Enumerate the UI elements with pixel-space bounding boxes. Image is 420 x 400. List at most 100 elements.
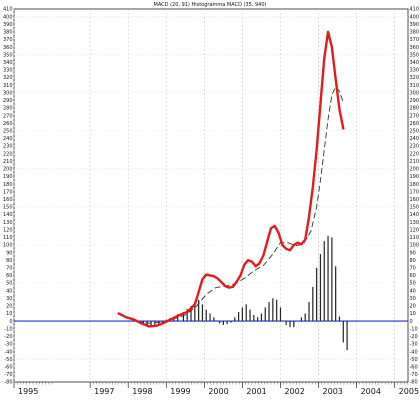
y-tick-label-right: -10 <box>410 326 418 332</box>
y-tick-label-right: 230 <box>410 144 420 150</box>
y-tick-label-right: -60 <box>410 364 418 370</box>
y-tick-label-left: 360 <box>3 45 13 51</box>
y-tick-label-right: 200 <box>410 167 420 173</box>
y-tick-label-left: 0 <box>9 319 12 325</box>
x-tick-label: 2002 <box>284 387 304 396</box>
x-tick-label: 1998 <box>132 387 152 396</box>
y-tick-label-left: 270 <box>3 113 13 119</box>
y-tick-label-left: 50 <box>6 281 12 287</box>
y-tick-label-right: 80 <box>410 258 416 264</box>
y-tick-label-left: -70 <box>4 372 12 378</box>
y-tick-label-right: 410 <box>410 7 420 13</box>
y-tick-label-left: -20 <box>4 334 12 340</box>
y-tick-label-right: 160 <box>410 197 420 203</box>
y-tick-label-right: 290 <box>410 98 420 104</box>
y-tick-label-left: 140 <box>3 212 13 218</box>
signal-line <box>128 85 344 324</box>
x-tick-label: 2005 <box>399 387 419 396</box>
y-tick-label-right: 30 <box>410 296 416 302</box>
y-tick-label-left: 220 <box>3 151 13 157</box>
macd-line <box>117 30 345 328</box>
y-tick-label-right: 350 <box>410 52 420 58</box>
y-axis-left: 4104003903803703603503403303203103002902… <box>3 7 13 386</box>
y-tick-label-left: 20 <box>6 304 12 310</box>
y-tick-label-right: 70 <box>410 266 416 272</box>
y-tick-label-right: 10 <box>410 311 416 317</box>
y-tick-label-right: 260 <box>410 121 420 127</box>
y-tick-label-left: 200 <box>3 167 13 173</box>
y-tick-label-right: 320 <box>410 75 420 81</box>
y-tick-label-right: 0 <box>410 319 413 325</box>
y-tick-label-right: 250 <box>410 128 420 134</box>
y-tick-label-left: 60 <box>6 273 12 279</box>
y-tick-label-right: 330 <box>410 68 420 74</box>
y-tick-label-right: 380 <box>410 30 420 36</box>
y-tick-label-left: 320 <box>3 75 13 81</box>
x-tick-label: 2001 <box>246 387 266 396</box>
y-tick-label-right: -40 <box>410 349 418 355</box>
y-tick-label-left: 390 <box>3 22 13 28</box>
y-tick-label-left: 310 <box>3 83 13 89</box>
y-tick-label-right: 110 <box>410 235 420 241</box>
y-tick-label-right: 360 <box>410 45 420 51</box>
x-tick-label: 1995 <box>18 387 38 396</box>
x-tick-label: 1999 <box>170 387 190 396</box>
x-tick-label: 1997 <box>94 387 114 396</box>
y-tick-label-left: 380 <box>3 30 13 36</box>
y-tick-label-left: 80 <box>6 258 12 264</box>
y-tick-label-right: 370 <box>410 37 420 43</box>
y-tick-label-right: 280 <box>410 106 420 112</box>
y-tick-label-right: -30 <box>410 342 418 348</box>
y-tick-label-left: -80 <box>4 380 12 386</box>
y-tick-label-left: 350 <box>3 52 13 58</box>
y-tick-label-left: 260 <box>3 121 13 127</box>
chart-title: MACD (20, 91) Histogramma MACD (35, 940) <box>154 2 267 8</box>
y-tick-label-left: 30 <box>6 296 12 302</box>
y-tick-label-right: -50 <box>410 357 418 363</box>
y-tick-label-right: 190 <box>410 174 420 180</box>
y-tick-label-right: 400 <box>410 14 420 20</box>
y-tick-label-right: -70 <box>410 372 418 378</box>
y-tick-label-right: 310 <box>410 83 420 89</box>
y-tick-label-left: 370 <box>3 37 13 43</box>
y-tick-label-right: 150 <box>410 205 420 211</box>
x-tick-label: 2000 <box>208 387 228 396</box>
y-tick-label-left: 330 <box>3 68 13 74</box>
y-tick-label-right: 100 <box>410 243 420 249</box>
y-tick-label-left: 190 <box>3 174 13 180</box>
y-tick-label-right: 90 <box>410 250 416 256</box>
y-tick-label-right: 270 <box>410 113 420 119</box>
y-tick-label-right: 300 <box>410 90 420 96</box>
y-tick-label-left: -50 <box>4 357 12 363</box>
y-tick-label-right: 340 <box>410 60 420 66</box>
y-tick-label-right: 180 <box>410 182 420 188</box>
y-tick-label-left: 150 <box>3 205 13 211</box>
y-tick-label-left: 300 <box>3 90 13 96</box>
y-tick-label-right: 170 <box>410 189 420 195</box>
y-tick-label-right: 240 <box>410 136 420 142</box>
y-tick-label-left: 180 <box>3 182 13 188</box>
y-tick-label-left: 410 <box>3 7 13 13</box>
x-tick-label: 2004 <box>361 387 381 396</box>
y-tick-label-left: 110 <box>3 235 13 241</box>
y-tick-label-left: 400 <box>3 14 13 20</box>
y-tick-label-left: 120 <box>3 227 13 233</box>
plot-frame <box>13 8 409 383</box>
y-tick-label-right: 40 <box>410 288 416 294</box>
y-tick-label-left: -60 <box>4 364 12 370</box>
y-tick-label-left: 40 <box>6 288 12 294</box>
y-tick-label-left: 170 <box>3 189 13 195</box>
y-tick-label-right: 390 <box>410 22 420 28</box>
y-tick-label-left: -30 <box>4 342 12 348</box>
y-tick-label-left: 210 <box>3 159 13 165</box>
x-axis: 1995 1997 1998 1999 2000 2001 2002 2003 2004 2005 <box>13 382 419 396</box>
y-tick-label-left: 10 <box>6 311 12 317</box>
y-tick-label-left: 250 <box>3 128 13 134</box>
y-tick-label-right: 140 <box>410 212 420 218</box>
y-tick-label-right: 130 <box>410 220 420 226</box>
y-tick-label-left: 280 <box>3 106 13 112</box>
y-tick-label-left: 130 <box>3 220 13 226</box>
y-tick-label-right: -20 <box>410 334 418 340</box>
